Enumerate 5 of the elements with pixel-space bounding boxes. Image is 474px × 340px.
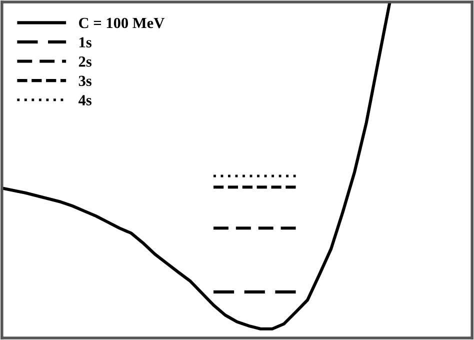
legend-label: 2s (78, 56, 92, 67)
legend-label: 4s (78, 95, 92, 106)
legend-label: 1s (80, 37, 92, 48)
legend-label: 3s (78, 76, 92, 86)
legend-label: C = 100 MeV (79, 18, 164, 28)
